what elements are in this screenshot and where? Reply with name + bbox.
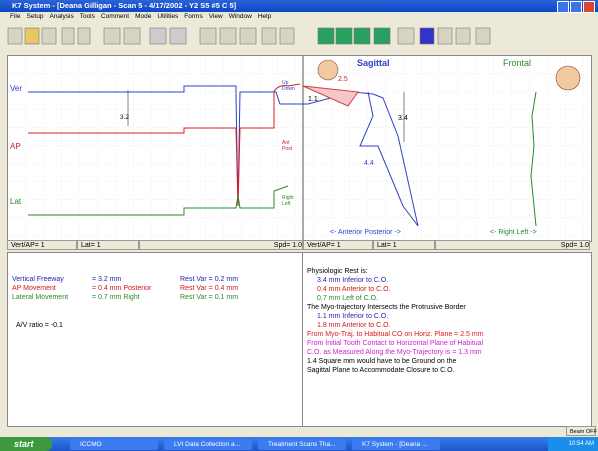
result-value: = 0.7 mm Right <box>92 293 140 302</box>
result-line: The Myo-trajectory Intersects the Protru… <box>307 303 484 312</box>
annotation: Right Left <box>282 195 296 207</box>
panel-title: Sagittal <box>357 58 390 68</box>
result-line: From Initial Tooth Contact to Horizontal… <box>307 339 484 348</box>
menu-item[interactable]: View <box>209 12 223 22</box>
menu-item[interactable]: Utilities <box>157 12 178 22</box>
measure-label: 2.5 <box>338 76 348 83</box>
status-field: Vert/AP= 1 <box>303 240 373 250</box>
status-field: Lat= 1 <box>77 240 139 250</box>
result-value: = 3.2 mm <box>92 275 121 284</box>
measure-label: 1.1 <box>308 96 318 103</box>
result-value: = 0.4 mm Posterior <box>92 284 151 293</box>
result-line: Physiologic Rest is: <box>307 267 484 276</box>
menu-bar: File Setup Analysis Tools Comment Mode Utiliti… <box>0 12 598 22</box>
annotation: Ant Post <box>282 140 296 152</box>
status-field: Lat= 1 <box>373 240 435 250</box>
menu-item[interactable]: Help <box>258 12 271 22</box>
taskbar-item[interactable]: K7 System - [Deana ... <box>352 439 440 450</box>
panel-title: Frontal <box>503 58 531 68</box>
result-row: Vertical Freeway = 3.2 mm Rest Var = 0.2 m… <box>12 275 292 284</box>
results-left: Vertical Freeway = 3.2 mm Rest Var = 0.2 m… <box>7 252 304 427</box>
start-button[interactable]: start <box>0 437 52 451</box>
result-rows: Vertical Freeway = 3.2 mm Rest Var = 0.2 m… <box>12 275 292 302</box>
result-line: 3.4 mm Inferior to C.O. <box>307 276 484 285</box>
toolbar <box>0 22 598 54</box>
result-row: Lateral Movement = 0.7 mm Right Rest Var =… <box>12 293 292 302</box>
menu-item[interactable]: Mode <box>135 12 151 22</box>
measure-label: 4.4 <box>364 160 374 167</box>
rest-variance: Rest Var = 0.1 mm <box>180 293 238 302</box>
result-lines: Physiologic Rest is:3.4 mm Inferior to C… <box>307 267 484 375</box>
menu-item[interactable]: Window <box>229 12 252 22</box>
channel-label: AP <box>10 142 21 151</box>
channel-label: Lat <box>10 197 21 206</box>
menu-item[interactable]: Comment <box>101 12 129 22</box>
rest-variance: Rest Var = 0.2 mm <box>180 275 238 284</box>
axis-caption: <- Right Left -> <box>490 229 537 236</box>
measure-label: 3.4 <box>398 115 408 122</box>
results-right: Physiologic Rest is:3.4 mm Inferior to C… <box>302 252 592 427</box>
result-line: 0.7 mm Left of C.O. <box>307 294 484 303</box>
menu-item[interactable]: Tools <box>80 12 95 22</box>
rest-variance: Rest Var = 0.4 mm <box>180 284 238 293</box>
status-field: Spd= 1.0 <box>139 240 303 250</box>
result-label: Lateral Movement <box>12 293 68 302</box>
status-bar: Beam OFF <box>566 426 596 436</box>
result-line: 0.4 mm Anterior to C.O. <box>307 285 484 294</box>
channel-label: Ver <box>10 84 22 93</box>
result-line: Sagittal Plane to Accommodate Closure to… <box>307 366 484 375</box>
result-row: AP Movement = 0.4 mm Posterior Rest Var = … <box>12 284 292 293</box>
status-field: Vert/AP= 1 <box>7 240 77 250</box>
menu-item[interactable]: Setup <box>26 12 43 22</box>
result-line: 1.4 Square mm would have to be Ground on… <box>307 357 484 366</box>
app-window: K7 System - [Deana Gilligan - Scan 5 - 4… <box>0 0 598 451</box>
annotation: Up Down <box>282 80 296 92</box>
taskbar-item[interactable]: Treatment Scans Tha... <box>258 439 346 450</box>
taskbar-item[interactable]: ICCMO <box>70 439 158 450</box>
taskbar-item[interactable]: LVI Data Collection a... <box>164 439 252 450</box>
trace-graphs <box>8 56 590 240</box>
menu-item[interactable]: Analysis <box>49 12 73 22</box>
ratio: A/V ratio = -0.1 <box>16 321 63 330</box>
title-bar: K7 System - [Deana Gilligan - Scan 5 - 4… <box>0 0 598 12</box>
result-label: AP Movement <box>12 284 56 293</box>
result-line: 1.8 mm Anterior to C.O. <box>307 321 484 330</box>
freeway-label: 3.2 <box>120 114 129 121</box>
result-line: From Myo-Traj. to Habitual CO on Horiz. … <box>307 330 484 339</box>
menu-item[interactable]: Forms <box>184 12 202 22</box>
menu-item[interactable]: File <box>10 12 20 22</box>
axis-caption: <- Anterior Posterior -> <box>330 229 401 236</box>
status-field: Spd= 1.0 <box>435 240 590 250</box>
clock: 10:54 AM <box>548 437 598 451</box>
result-line: C.O. as Measured Along the Myo-Trajector… <box>307 348 484 357</box>
result-label: Vertical Freeway <box>12 275 64 284</box>
result-line: 1.1 mm Inferior to C.O. <box>307 312 484 321</box>
